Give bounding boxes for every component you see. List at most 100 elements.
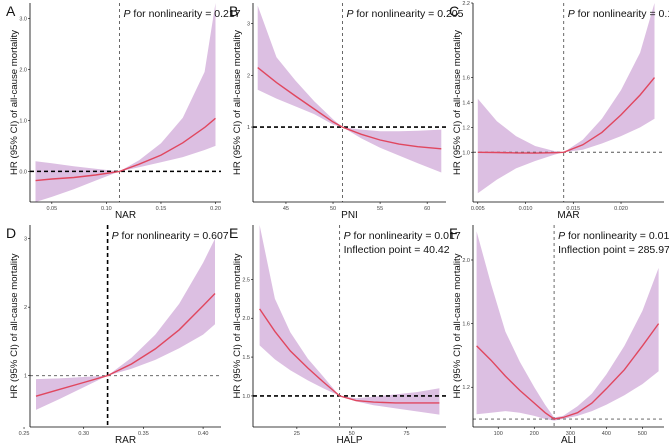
x-tick-label: 0.05 <box>46 206 57 212</box>
panel-e: 25 50 75 1.0 1.5 2.0 2.5 HALP HR (95% CI) of all… <box>229 225 461 446</box>
x-tick-label: 55 <box>377 206 383 212</box>
y-axis-label: HR (95% CI) of all-cause mortality <box>452 253 463 398</box>
x-tick-label: 0.020 <box>614 206 628 212</box>
y-tick-label: 1.0 <box>242 394 250 400</box>
annotation-text: for nonlinearity = 0.185 <box>575 8 669 20</box>
hr-curve <box>35 293 216 397</box>
annotation-line: P for nonlinearity = 0.017 <box>344 230 461 242</box>
annotation-line: P for nonlinearity = 0.607 <box>112 230 229 242</box>
y-axis-label: HR (95% CI) of all-cause mortality <box>9 30 20 175</box>
annotation-text: for nonlinearity = 0.017 <box>351 230 461 242</box>
y-tick-label: 2.0 <box>462 258 470 264</box>
x-axis-label: NAR <box>115 210 136 221</box>
x-tick-label: 0.20 <box>210 206 221 212</box>
annotation-text: for nonlinearity = 0.607 <box>119 230 229 242</box>
ci-band <box>476 231 659 421</box>
y-tick-label: 1 <box>24 374 27 380</box>
y-tick-label: 3 <box>24 237 27 243</box>
x-tick-label: 0.35 <box>138 431 149 437</box>
y-tick-label: 1.6 <box>462 76 470 82</box>
x-axis-label: RAR <box>115 435 136 446</box>
x-tick-label: 0.30 <box>78 431 89 437</box>
annotation-line: Inflection point = 285.97 <box>558 244 669 256</box>
x-axis-label: ALI <box>561 435 576 446</box>
hr-curve <box>477 77 656 154</box>
y-tick-label: 1.6 <box>462 322 470 328</box>
annotation-italic: P <box>344 230 351 242</box>
annotation-italic: P <box>123 8 130 20</box>
ci-band <box>257 5 442 173</box>
panel-label: A <box>6 3 16 19</box>
y-tick-label: 2.0 <box>19 67 27 73</box>
y-tick-label: 0.0 <box>19 169 27 175</box>
x-tick-label: 100 <box>494 431 503 437</box>
y-axis-label: HR (95% CI) of all-cause mortality <box>232 30 243 175</box>
annotation-line: P for nonlinearity = 0.185 <box>568 8 669 20</box>
x-tick-label: 0.010 <box>519 206 533 212</box>
annotation-italic: P <box>346 8 353 20</box>
y-tick-label: 2.0 <box>242 316 250 322</box>
y-tick-label: 2.5 <box>242 277 250 283</box>
panel-label: C <box>449 3 459 19</box>
panel-a: 0.05 0.10 0.15 0.20 0.0 1.0 2.0 3.0 NAR HR (95% C… <box>6 3 241 221</box>
annotation-line: P for nonlinearity = 0.205 <box>346 8 463 20</box>
x-axis-label: MAR <box>557 210 579 221</box>
x-tick-label: 0.40 <box>198 431 209 437</box>
panel-label: B <box>229 3 238 19</box>
x-axis-label: PNI <box>341 210 358 221</box>
annotation-text: for nonlinearity = 0.205 <box>353 8 463 20</box>
panel-label: F <box>449 225 458 241</box>
y-axis-label: HR (95% CI) of all-cause mortality <box>9 253 20 398</box>
annotation-text: for nonlinearity = 0.217 <box>131 8 241 20</box>
panel-d: 0.25 0.30 0.35 0.40 1 2 3 RAR HR (95% CI) of all… <box>6 225 229 446</box>
x-tick-label: 0.015 <box>566 206 580 212</box>
x-tick-label: 300 <box>566 431 575 437</box>
annotation-line: P for nonlinearity = 0.217 <box>123 8 240 20</box>
annotation-text: Inflection point = 285.97 <box>558 244 669 256</box>
x-tick-label: 400 <box>602 431 611 437</box>
x-tick-label: 25 <box>294 431 300 437</box>
panel-f: 100 200 300 400 500 1.2 1.6 2.0 ALI HR (95% CI) o… <box>449 225 669 446</box>
panel-label: E <box>229 225 238 241</box>
y-tick-label: 1.2 <box>462 125 470 131</box>
annotation-italic: P <box>568 8 575 20</box>
y-tick-label: 1.0 <box>19 118 27 124</box>
y-axis-label: HR (95% CI) of all-cause mortality <box>452 30 463 175</box>
hr-curve <box>35 117 216 182</box>
annotation-line: P for nonlinearity = 0.012 <box>558 230 669 242</box>
hr-curve <box>476 323 660 420</box>
panel-label: D <box>6 225 16 241</box>
ci-band <box>36 238 215 410</box>
x-tick-label: 75 <box>403 431 409 437</box>
ci-band <box>259 225 440 415</box>
hr-curve <box>257 67 442 150</box>
y-axis-label: HR (95% CI) of all-cause mortality <box>232 253 243 398</box>
panel-b: 45 50 55 60 1 2 3 PNI HR (95% CI) of all-cause m… <box>229 3 464 221</box>
annotation-italic: P <box>558 230 565 242</box>
x-tick-label: 0.10 <box>101 206 112 212</box>
y-tick-label: 3.0 <box>19 16 27 22</box>
x-tick-label: 0.005 <box>471 206 485 212</box>
x-tick-label: 200 <box>530 431 539 437</box>
y-tick-label: 2 <box>247 73 250 79</box>
ci-band <box>477 3 655 194</box>
annotation-italic: P <box>112 230 119 242</box>
ci-band <box>35 3 216 202</box>
x-tick-label: 50 <box>349 431 355 437</box>
x-tick-label: 50 <box>330 206 336 212</box>
x-tick-label: 500 <box>638 431 647 437</box>
y-tick-label: 3 <box>247 22 250 28</box>
x-tick-label: 60 <box>424 206 430 212</box>
x-tick-label: 0.25 <box>19 431 30 437</box>
x-tick-label: 45 <box>283 206 289 212</box>
annotation-text: Inflection point = 40.42 <box>344 244 450 256</box>
y-tick-label: 1.5 <box>242 355 250 361</box>
x-axis-label: HALP <box>336 435 362 446</box>
annotation-line: Inflection point = 40.42 <box>344 244 450 256</box>
panel-c: 0.005 0.010 0.015 0.020 1.0 1.2 1.4 1.6 2.2 MAR HR… <box>449 1 669 221</box>
hr-curve <box>259 308 440 404</box>
x-tick-label: 0.15 <box>156 206 167 212</box>
y-tick-label: 1.4 <box>462 101 470 107</box>
annotation-text: for nonlinearity = 0.012 <box>565 230 669 242</box>
